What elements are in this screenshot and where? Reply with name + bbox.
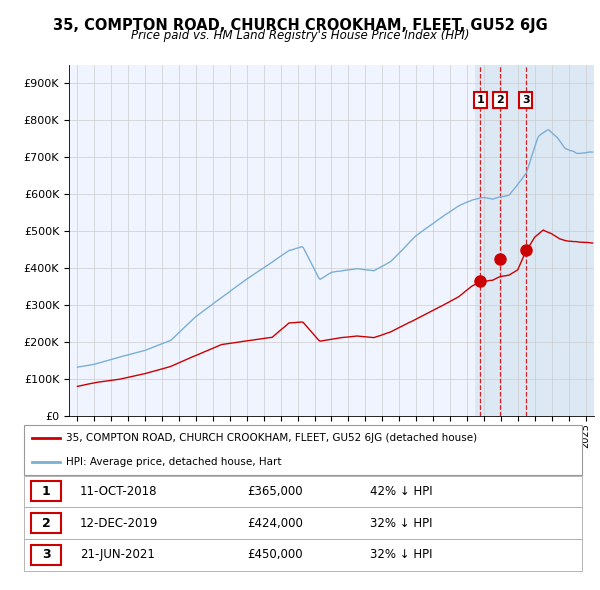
Text: 35, COMPTON ROAD, CHURCH CROOKHAM, FLEET, GU52 6JG (detached house): 35, COMPTON ROAD, CHURCH CROOKHAM, FLEET… — [66, 433, 477, 443]
Text: £450,000: £450,000 — [247, 548, 303, 562]
Bar — [475, 65, 594, 416]
Text: 2: 2 — [41, 516, 50, 530]
Text: 42% ↓ HPI: 42% ↓ HPI — [370, 484, 433, 498]
Text: £424,000: £424,000 — [247, 516, 303, 530]
Text: 3: 3 — [522, 95, 530, 105]
Text: 35, COMPTON ROAD, CHURCH CROOKHAM, FLEET, GU52 6JG: 35, COMPTON ROAD, CHURCH CROOKHAM, FLEET… — [53, 18, 547, 32]
Text: 1: 1 — [41, 484, 50, 498]
Text: 3: 3 — [42, 548, 50, 562]
Text: HPI: Average price, detached house, Hart: HPI: Average price, detached house, Hart — [66, 457, 281, 467]
Bar — [31, 481, 61, 502]
Text: 12-DEC-2019: 12-DEC-2019 — [80, 516, 158, 530]
Text: 2: 2 — [496, 95, 504, 105]
Bar — [31, 545, 61, 565]
Text: £365,000: £365,000 — [247, 484, 303, 498]
Text: 32% ↓ HPI: 32% ↓ HPI — [370, 516, 433, 530]
Text: 32% ↓ HPI: 32% ↓ HPI — [370, 548, 433, 562]
Text: 21-JUN-2021: 21-JUN-2021 — [80, 548, 155, 562]
Bar — [31, 513, 61, 533]
Text: 1: 1 — [476, 95, 484, 105]
Text: Price paid vs. HM Land Registry's House Price Index (HPI): Price paid vs. HM Land Registry's House … — [131, 30, 469, 42]
Text: 11-OCT-2018: 11-OCT-2018 — [80, 484, 157, 498]
